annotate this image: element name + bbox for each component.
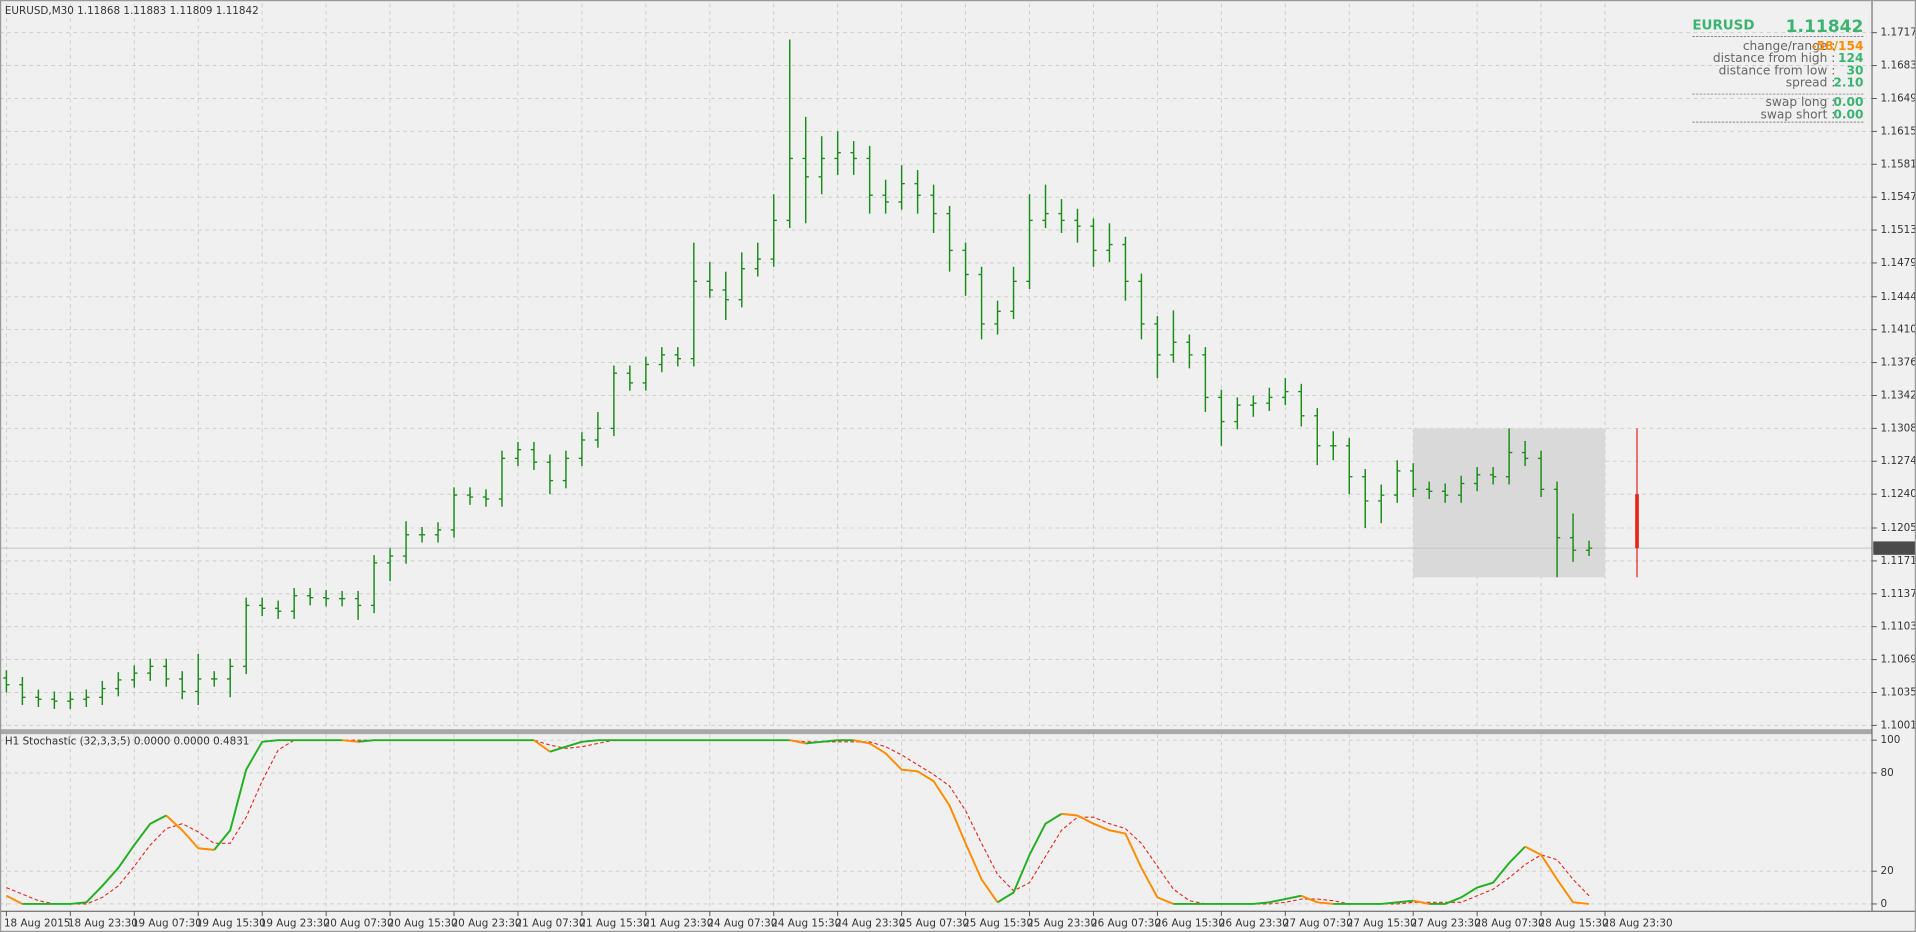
y-tick-label: 1.10690 <box>1881 654 1916 666</box>
y-tick-label: 1.13080 <box>1881 422 1916 434</box>
dashboard-price: 1.11842 <box>1786 17 1864 37</box>
stochastic-line <box>342 739 359 743</box>
y-tick-label: 1.16830 <box>1881 60 1916 72</box>
y-tick-label: 1.16490 <box>1881 92 1916 104</box>
x-tick-label: 20 Aug 07:30 <box>324 917 394 929</box>
x-tick-label: 18 Aug 2015 <box>4 917 70 929</box>
x-tick-label: 27 Aug 15:30 <box>1347 917 1417 929</box>
y-tick-label: 1.11370 <box>1881 588 1916 600</box>
stochastic-line <box>165 814 215 851</box>
y-tick-label: 1.14440 <box>1881 291 1916 303</box>
marks-layer <box>0 39 1916 905</box>
dashboard-label: distance from low : <box>1719 63 1836 77</box>
y-tick-label: 0 <box>1881 898 1888 910</box>
y-tick-label: 1.15470 <box>1881 191 1916 203</box>
x-tick-label: 19 Aug 07:30 <box>132 917 202 929</box>
x-tick-label: 19 Aug 15:30 <box>196 917 266 929</box>
y-tick-label: 80 <box>1881 767 1894 779</box>
range-marker-body <box>1635 494 1639 549</box>
stochastic-line <box>549 739 790 753</box>
x-tick-label: 28 Aug 15:30 <box>1539 917 1609 929</box>
stochastic-line <box>789 739 806 745</box>
x-tick-label: 28 Aug 23:30 <box>1603 917 1673 929</box>
bid-label-box <box>1873 541 1916 555</box>
y-tick-label: 100 <box>1881 734 1901 746</box>
dashboard-value: -58/154 <box>1811 39 1863 53</box>
x-tick-label: 25 Aug 15:30 <box>963 917 1033 929</box>
stochastic-line <box>213 739 343 851</box>
stochastic-line <box>1300 894 1334 905</box>
stochastic-line <box>1173 894 1302 905</box>
y-tick-label: 1.15810 <box>1881 158 1916 170</box>
y-tick-label: 1.14100 <box>1881 324 1916 336</box>
y-tick-label: 1.12050 <box>1881 522 1916 534</box>
stochastic-line <box>1524 845 1590 905</box>
dashboard-value: 0.00 <box>1833 107 1863 121</box>
dashboard-label: swap long : <box>1766 95 1836 109</box>
stochastic-line <box>357 739 534 743</box>
y-tick-label: 1.10010 <box>1881 719 1916 731</box>
y-tick-label: 1.13420 <box>1881 389 1916 401</box>
pane-title: H1 Stochastic (32,3,3,5) 0.0000 0.0000 0… <box>5 735 250 747</box>
x-tick-label: 19 Aug 23:30 <box>260 917 330 929</box>
pane-separator <box>0 729 1873 735</box>
text-layer: EURUSD,M30 1.11868 1.11883 1.11809 1.118… <box>4 5 1916 929</box>
dashboard-value: 2.10 <box>1833 76 1863 90</box>
y-tick-label: 20 <box>1881 865 1894 877</box>
stochastic-line <box>5 894 23 905</box>
stochastic-line <box>533 739 551 753</box>
x-tick-label: 21 Aug 07:30 <box>516 917 586 929</box>
stochastic-line <box>1413 899 1430 905</box>
pane-title: EURUSD,M30 1.11868 1.11883 1.11809 1.118… <box>5 5 259 17</box>
y-tick-label: 1.11030 <box>1881 621 1916 633</box>
x-tick-label: 27 Aug 23:30 <box>1411 917 1481 929</box>
y-tick-label: 1.13760 <box>1881 357 1916 369</box>
y-tick-label: 1.10350 <box>1881 686 1916 698</box>
dashboard-label: swap short : <box>1761 107 1836 121</box>
stochastic-line <box>22 814 167 905</box>
x-tick-label: 24 Aug 15:30 <box>771 917 841 929</box>
y-tick-label: 1.17170 <box>1881 27 1916 39</box>
stochastic-line <box>1061 812 1174 905</box>
x-tick-label: 20 Aug 15:30 <box>388 917 458 929</box>
x-tick-label: 26 Aug 07:30 <box>1091 917 1161 929</box>
x-tick-label: 28 Aug 07:30 <box>1475 917 1545 929</box>
stochastic-line <box>1333 899 1414 905</box>
x-tick-label: 27 Aug 07:30 <box>1283 917 1353 929</box>
x-tick-label: 21 Aug 23:30 <box>643 917 713 929</box>
stochastic-line <box>997 813 1063 904</box>
y-tick-label: 1.12400 <box>1881 488 1916 500</box>
x-tick-label: 21 Aug 15:30 <box>579 917 649 929</box>
y-tick-label: 1.15130 <box>1881 224 1916 236</box>
x-tick-label: 24 Aug 07:30 <box>707 917 777 929</box>
dashboard-label: distance from high : <box>1713 51 1835 65</box>
x-tick-label: 25 Aug 23:30 <box>1027 917 1097 929</box>
dashboard-value: 30 <box>1846 63 1863 77</box>
stochastic-line <box>1429 845 1526 905</box>
dashboard-label: spread : <box>1786 76 1836 90</box>
y-tick-label: 1.12740 <box>1881 455 1916 467</box>
y-tick-label: 1.16150 <box>1881 125 1916 137</box>
stochastic-line <box>805 739 854 745</box>
dashboard-value: 124 <box>1838 51 1863 65</box>
stochastic-line <box>853 739 999 903</box>
x-tick-label: 25 Aug 07:30 <box>899 917 969 929</box>
y-tick-label: 1.14790 <box>1881 257 1916 269</box>
x-tick-label: 20 Aug 23:30 <box>452 917 522 929</box>
dashboard-value: 0.00 <box>1833 95 1863 109</box>
dashboard: EURUSD 1.11842 change/range : -58/154 di… <box>1692 17 1864 123</box>
dashboard-symbol: EURUSD <box>1692 19 1754 34</box>
x-tick-label: 26 Aug 23:30 <box>1219 917 1289 929</box>
y-tick-label: 1.11710 <box>1881 555 1916 567</box>
dashboard-label: change/range : <box>1743 39 1836 53</box>
x-tick-label: 26 Aug 15:30 <box>1155 917 1225 929</box>
x-tick-label: 18 Aug 23:30 <box>68 917 138 929</box>
x-tick-label: 24 Aug 23:30 <box>835 917 905 929</box>
